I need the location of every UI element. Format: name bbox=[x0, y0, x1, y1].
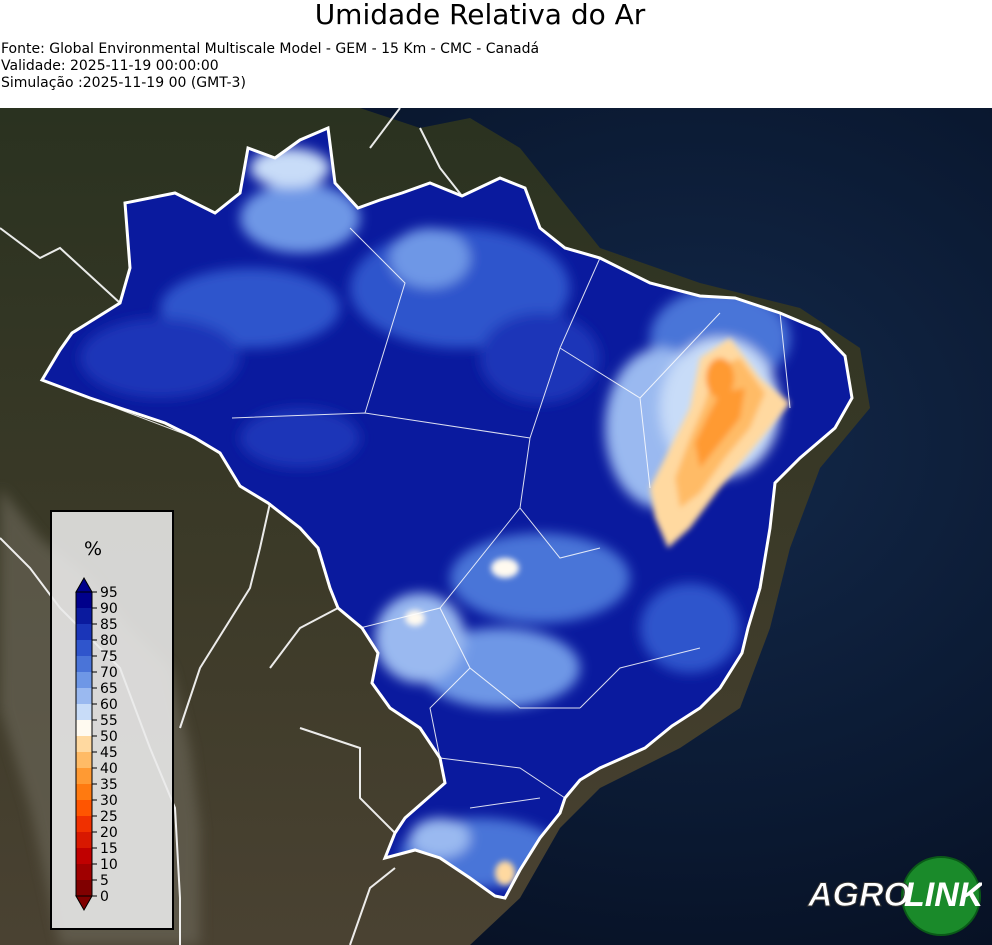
legend-color-swatch bbox=[76, 656, 92, 673]
legend-tick-label: 85 bbox=[100, 617, 118, 633]
legend-color-swatch bbox=[76, 880, 92, 897]
legend-min-arrow bbox=[75, 895, 93, 912]
legend-tick-label: 15 bbox=[100, 841, 118, 857]
legend-color-swatch bbox=[76, 848, 92, 865]
legend-bar-outline bbox=[75, 591, 93, 897]
agrolink-logo: AGRO LINK bbox=[807, 856, 982, 936]
legend-color-swatch bbox=[76, 736, 92, 753]
legend-tick-label: 95 bbox=[100, 585, 118, 601]
legend-color-swatch bbox=[76, 768, 92, 785]
legend-tick-label: 70 bbox=[100, 665, 118, 681]
legend-color-swatch bbox=[76, 672, 92, 689]
legend-color-swatch bbox=[76, 800, 92, 817]
legend-color-swatch bbox=[76, 832, 92, 849]
logo-text-link: LINK bbox=[904, 876, 982, 914]
logo-text-agro: AGRO bbox=[807, 876, 910, 914]
legend-tick-label: 5 bbox=[100, 873, 109, 889]
legend-color-swatch bbox=[76, 720, 92, 737]
legend-tick-label: 50 bbox=[100, 729, 118, 745]
legend-tick-label: 60 bbox=[100, 697, 118, 713]
legend-max-arrow bbox=[75, 576, 93, 593]
legend-tick-label: 40 bbox=[100, 761, 118, 777]
legend-tick-label: 20 bbox=[100, 825, 118, 841]
legend-color-swatch bbox=[76, 816, 92, 833]
legend-color-swatch bbox=[76, 592, 92, 609]
legend-tick-label: 90 bbox=[100, 601, 118, 617]
legend-tick-label: 35 bbox=[100, 777, 118, 793]
simulation-text: Simulação :2025-11-19 00 (GMT-3) bbox=[1, 75, 246, 91]
legend-color-swatch bbox=[76, 784, 92, 801]
legend-unit-label: % bbox=[84, 538, 103, 560]
legend-tick-label: 80 bbox=[100, 633, 118, 649]
legend-tick-label: 65 bbox=[100, 681, 118, 697]
legend-color-swatch bbox=[76, 608, 92, 625]
legend-color-swatch bbox=[76, 704, 92, 721]
legend-color-swatch bbox=[76, 688, 92, 705]
legend-color-swatch bbox=[76, 624, 92, 641]
color-legend: % 95 90 85 80 75 70 65 60 55 50 45 40 35 30 25 20 15 10 5 0 bbox=[50, 510, 174, 930]
legend-color-swatch bbox=[76, 752, 92, 769]
legend-tick-label: 30 bbox=[100, 793, 118, 809]
source-text: Fonte: Global Environmental Multiscale M… bbox=[1, 41, 540, 57]
legend-tick-label: 0 bbox=[100, 889, 109, 905]
legend-tick-label: 45 bbox=[100, 745, 118, 761]
metadata-block: Fonte: Global Environmental Multiscale M… bbox=[1, 41, 539, 92]
legend-color-swatch bbox=[76, 864, 92, 881]
legend-tick-label: 75 bbox=[100, 649, 118, 665]
legend-color-swatch bbox=[76, 640, 92, 657]
legend-tick-label: 25 bbox=[100, 809, 118, 825]
legend-tick-label: 55 bbox=[100, 713, 118, 729]
map-title: Umidade Relativa do Ar bbox=[314, 0, 646, 31]
legend-tick-label: 10 bbox=[100, 857, 118, 873]
validity-text: Validade: 2025-11-19 00:00:00 bbox=[1, 58, 219, 74]
